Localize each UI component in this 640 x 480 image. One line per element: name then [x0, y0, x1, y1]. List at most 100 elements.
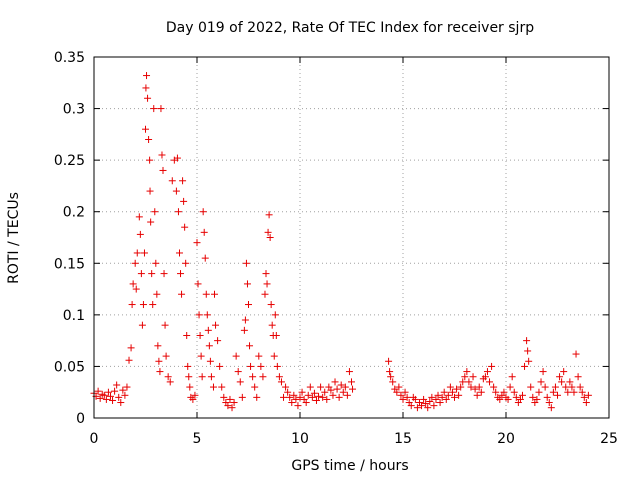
data-point — [506, 383, 514, 391]
data-point — [262, 270, 270, 278]
y-axis-label: ROTI / TECUs — [6, 192, 22, 284]
data-point — [151, 208, 159, 216]
data-point — [193, 239, 201, 247]
data-point — [157, 105, 165, 113]
data-point — [128, 301, 136, 309]
data-point — [212, 321, 220, 329]
x-tick-label: 15 — [394, 431, 412, 447]
data-point — [207, 373, 215, 381]
data-point — [196, 331, 204, 339]
axes: 0 0.05 0.1 0.15 0.2 0.25 0.3 0.35 0 5 10 15 20 25 — [54, 50, 618, 447]
data-point — [240, 326, 248, 334]
data-point — [290, 391, 298, 399]
data-point — [238, 393, 246, 401]
data-point — [298, 388, 306, 396]
data-point — [152, 259, 160, 267]
data-point — [345, 368, 353, 376]
data-point — [199, 208, 207, 216]
data-point — [100, 391, 108, 399]
data-point — [349, 385, 357, 393]
data-point — [224, 402, 232, 410]
data-point — [189, 395, 197, 403]
data-point — [568, 383, 576, 391]
y-tick-label: 0 — [76, 411, 85, 427]
data-point — [302, 399, 310, 407]
data-point — [288, 399, 296, 407]
data-point — [574, 373, 582, 381]
data-point — [492, 388, 500, 396]
data-point — [576, 383, 584, 391]
data-point — [197, 352, 205, 360]
data-point — [272, 331, 280, 339]
x-tick-label: 10 — [291, 431, 309, 447]
data-point — [422, 400, 430, 408]
data-point — [201, 254, 209, 262]
plot-frame — [93, 56, 610, 419]
data-point — [267, 301, 275, 309]
data-point — [395, 383, 403, 391]
data-point — [182, 259, 190, 267]
data-point — [465, 378, 473, 386]
data-point — [510, 388, 518, 396]
data-point — [315, 392, 323, 400]
data-point — [434, 391, 442, 399]
data-point — [198, 373, 206, 381]
data-point — [477, 388, 485, 396]
data-point — [500, 388, 508, 396]
data-point — [348, 378, 355, 386]
data-point — [292, 395, 300, 403]
data-point — [265, 211, 273, 219]
data-point — [104, 388, 112, 396]
data-point — [179, 177, 187, 185]
x-axis-label: GPS time / hours — [291, 458, 408, 474]
data-point — [148, 270, 156, 278]
data-point — [393, 388, 401, 396]
data-point — [312, 396, 320, 404]
data-point — [284, 388, 292, 396]
data-point — [327, 386, 335, 394]
data-point — [525, 357, 533, 365]
data-point — [308, 393, 316, 401]
data-point — [142, 84, 150, 92]
data-point — [159, 166, 167, 174]
data-point — [220, 393, 228, 401]
data-point — [541, 383, 549, 391]
data-point — [490, 383, 498, 391]
data-point — [138, 321, 146, 329]
data-point — [418, 402, 426, 410]
data-point — [177, 270, 185, 278]
data-point — [123, 383, 131, 391]
data-point — [144, 94, 152, 102]
data-point — [206, 357, 214, 365]
data-point — [158, 151, 166, 159]
data-point — [202, 290, 210, 298]
data-point — [273, 362, 281, 370]
data-point — [178, 290, 186, 298]
data-point — [181, 223, 189, 231]
data-point — [424, 404, 432, 412]
data-point — [549, 388, 557, 396]
data-point — [257, 362, 265, 370]
data-point — [247, 362, 255, 370]
data-point — [209, 383, 217, 391]
data-point — [578, 388, 586, 396]
data-point — [554, 391, 561, 399]
data-point — [304, 391, 312, 399]
data-point — [195, 311, 203, 319]
data-point — [180, 197, 188, 205]
data-point — [389, 378, 397, 386]
data-point — [261, 290, 269, 298]
data-point — [259, 373, 267, 381]
data-point — [294, 402, 302, 410]
data-point — [113, 381, 121, 389]
data-point — [547, 404, 555, 412]
data-point — [166, 378, 174, 386]
data-point — [570, 388, 578, 396]
data-point — [185, 373, 193, 381]
data-point — [572, 350, 580, 358]
data-point — [560, 368, 568, 376]
data-point — [236, 378, 244, 386]
data-point — [218, 383, 226, 391]
data-point — [556, 373, 564, 381]
